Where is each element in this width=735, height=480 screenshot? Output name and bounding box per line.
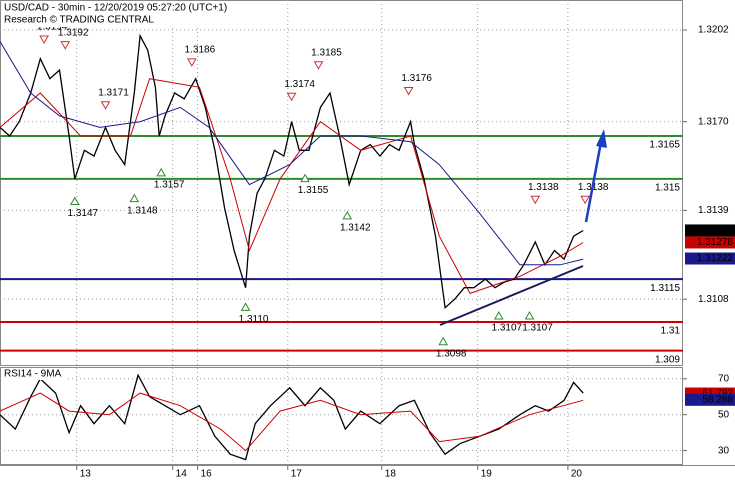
annotation-label: 1.3192 xyxy=(58,27,89,38)
series-line xyxy=(0,392,584,452)
annotation-marker xyxy=(403,86,414,96)
last-value-label: 61.792 xyxy=(702,388,733,399)
annotation-label: 1.3110 xyxy=(239,314,269,325)
rsi-title-backdrop xyxy=(1,368,67,380)
y-tick-label: 30 xyxy=(718,445,730,456)
annotation-marker xyxy=(129,193,140,203)
y-tick-label: 1.3202 xyxy=(698,25,729,36)
x-tick-label: 18 xyxy=(385,469,397,480)
annotation-marker xyxy=(493,311,504,320)
title-backdrop xyxy=(1,1,251,27)
annotation-label: 1.3174 xyxy=(284,79,315,90)
series-line xyxy=(0,41,584,266)
annotation-marker xyxy=(438,336,449,346)
support-trendline xyxy=(439,265,584,326)
last-value-label: 1.31278 xyxy=(697,237,734,248)
last-value-label: 1.31222 xyxy=(697,253,734,264)
x-tick-label: 20 xyxy=(571,469,583,480)
chart-title: USD/CAD - 30min - 12/20/2019 05:27:20 (U… xyxy=(4,3,227,14)
y-tick-label: 1.3108 xyxy=(698,294,729,305)
annotation-label: 1.3147 xyxy=(68,208,99,219)
price-panel-frame xyxy=(0,0,683,366)
y-tick-label: 50 xyxy=(718,409,730,420)
annotation-marker xyxy=(39,35,49,44)
annotation-marker xyxy=(313,61,324,70)
annotation-label: 1.3107 xyxy=(522,323,553,334)
annotation-label: 1.3186 xyxy=(185,45,216,56)
level-label: 1.315 xyxy=(655,183,680,194)
annotation-label: 1.3107 xyxy=(492,323,523,334)
annotation-marker xyxy=(342,210,353,220)
last-value-box xyxy=(685,393,735,406)
annotation-label: 1.3098 xyxy=(436,348,467,359)
annotation-marker xyxy=(186,58,197,67)
annotation-label: 1.3148 xyxy=(127,205,158,216)
annotation-label: 1.3142 xyxy=(340,222,371,233)
forecast-arrow-head xyxy=(596,129,607,148)
annotation-marker xyxy=(69,196,80,206)
x-tick-label: 14 xyxy=(176,469,188,480)
level-label: 1.3165 xyxy=(649,140,680,151)
chart-subtitle: Research © TRADING CENTRAL xyxy=(4,15,154,26)
series-line xyxy=(0,78,584,295)
annotation-marker xyxy=(286,92,297,102)
x-tick-label: 16 xyxy=(201,469,213,480)
annotation-label: 1.3138 xyxy=(528,182,559,193)
annotation-label: 1.3155 xyxy=(298,185,329,196)
annotation-label: 1.3185 xyxy=(311,47,342,58)
level-label: 1.309 xyxy=(655,354,680,365)
annotation-marker xyxy=(524,311,535,320)
x-tick-label: 13 xyxy=(80,469,92,480)
annotation-marker xyxy=(240,302,251,311)
last-value-box xyxy=(685,224,735,237)
annotation-marker xyxy=(580,195,591,205)
y-tick-label: 1.3170 xyxy=(698,116,729,127)
annotation-marker xyxy=(156,167,167,177)
annotation-marker xyxy=(60,41,71,50)
last-value-box xyxy=(685,236,735,249)
last-value-label: 1.3132 xyxy=(702,225,733,236)
annotation-label: 1.3176 xyxy=(401,73,432,84)
annotation-label: 1.3194 xyxy=(37,22,68,33)
series-line xyxy=(0,33,584,309)
y-tick-label: 70 xyxy=(718,373,730,384)
x-tick-label: 19 xyxy=(481,469,493,480)
annotation-label: 1.3157 xyxy=(154,180,185,191)
rsi-title: RSI14 - 9MA xyxy=(4,369,62,380)
level-label: 1.31 xyxy=(661,326,681,337)
annotation-marker xyxy=(100,101,111,110)
annotation-marker xyxy=(530,195,541,205)
level-label: 1.3115 xyxy=(650,283,680,294)
last-value-box xyxy=(685,252,735,265)
annotation-marker xyxy=(300,173,310,183)
x-tick-label: 17 xyxy=(291,469,303,480)
series-line xyxy=(0,373,584,461)
last-value-label: 58.288 xyxy=(702,394,733,405)
annotation-label: 1.3171 xyxy=(98,87,129,98)
y-tick-label: 1.3139 xyxy=(698,205,729,216)
forecast-arrow-shaft xyxy=(584,141,603,223)
